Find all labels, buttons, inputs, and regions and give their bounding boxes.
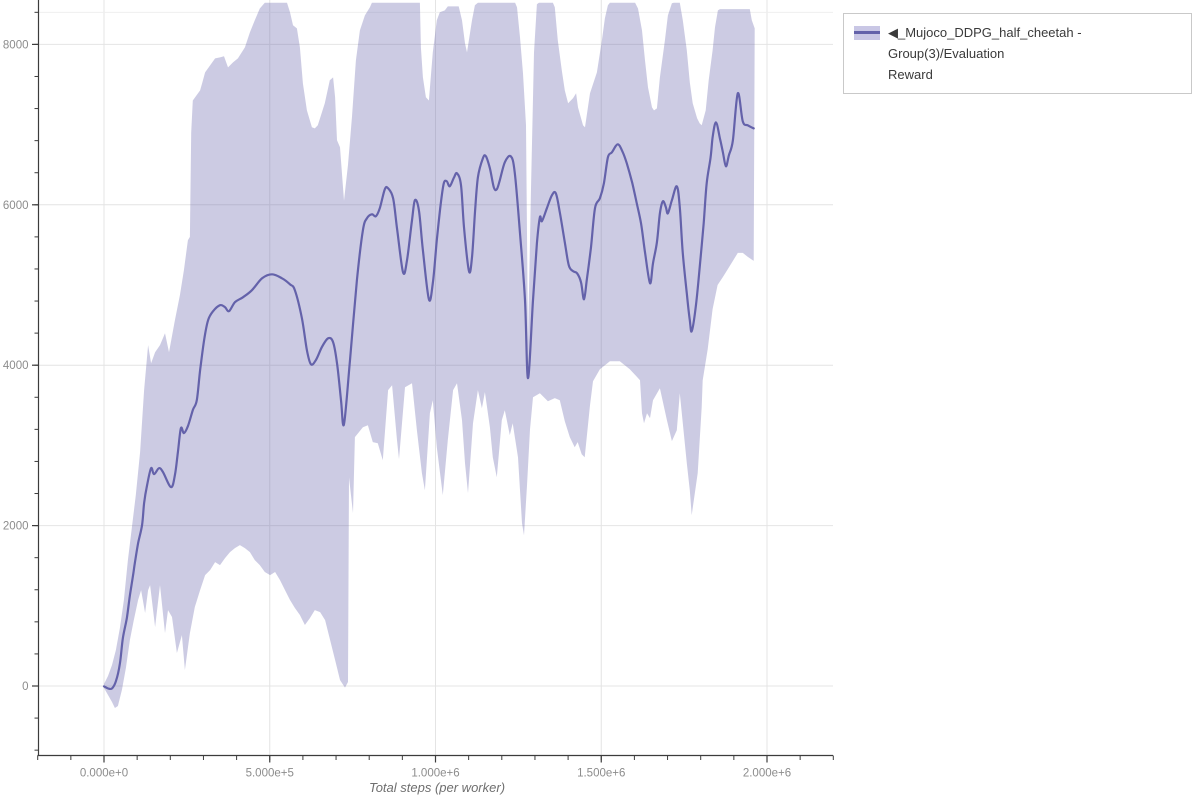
legend-label-line2: Reward bbox=[888, 67, 933, 82]
y-tick-label: 2000 bbox=[3, 521, 29, 533]
grid-lines bbox=[38, 0, 833, 756]
x-tick-label: 1.000e+6 bbox=[411, 768, 459, 780]
series-line bbox=[102, 92, 755, 691]
x-tick-label: 2.000e+6 bbox=[743, 768, 791, 780]
confidence-band bbox=[104, 2, 755, 708]
y-tick-label: 8000 bbox=[3, 39, 29, 51]
legend-label-line1: ◀_Mujoco_DDPG_half_cheetah - Group(3)/Ev… bbox=[888, 25, 1082, 61]
axis-ticks bbox=[32, 11, 834, 763]
x-axis-title: Total steps (per worker) bbox=[368, 780, 506, 795]
series-swatch-icon bbox=[854, 26, 880, 40]
y-tick-label: 6000 bbox=[3, 200, 29, 212]
y-tick-label: 0 bbox=[22, 681, 28, 693]
legend-item-evaluation-reward[interactable]: ◀_Mujoco_DDPG_half_cheetah - Group(3)/Ev… bbox=[854, 22, 1181, 85]
y-tick-labels: 0 2000 4000 6000 8000 bbox=[3, 39, 29, 693]
y-tick-label: 4000 bbox=[3, 360, 29, 372]
x-tick-labels: 0.000e+0 5.000e+5 1.000e+6 1.500e+6 2.000e+6 bbox=[80, 768, 791, 780]
x-tick-label: 0.000e+0 bbox=[80, 768, 128, 780]
legend: ◀_Mujoco_DDPG_half_cheetah - Group(3)/Ev… bbox=[843, 13, 1192, 94]
x-tick-label: 5.000e+5 bbox=[246, 768, 294, 780]
x-tick-label: 1.500e+6 bbox=[577, 768, 625, 780]
